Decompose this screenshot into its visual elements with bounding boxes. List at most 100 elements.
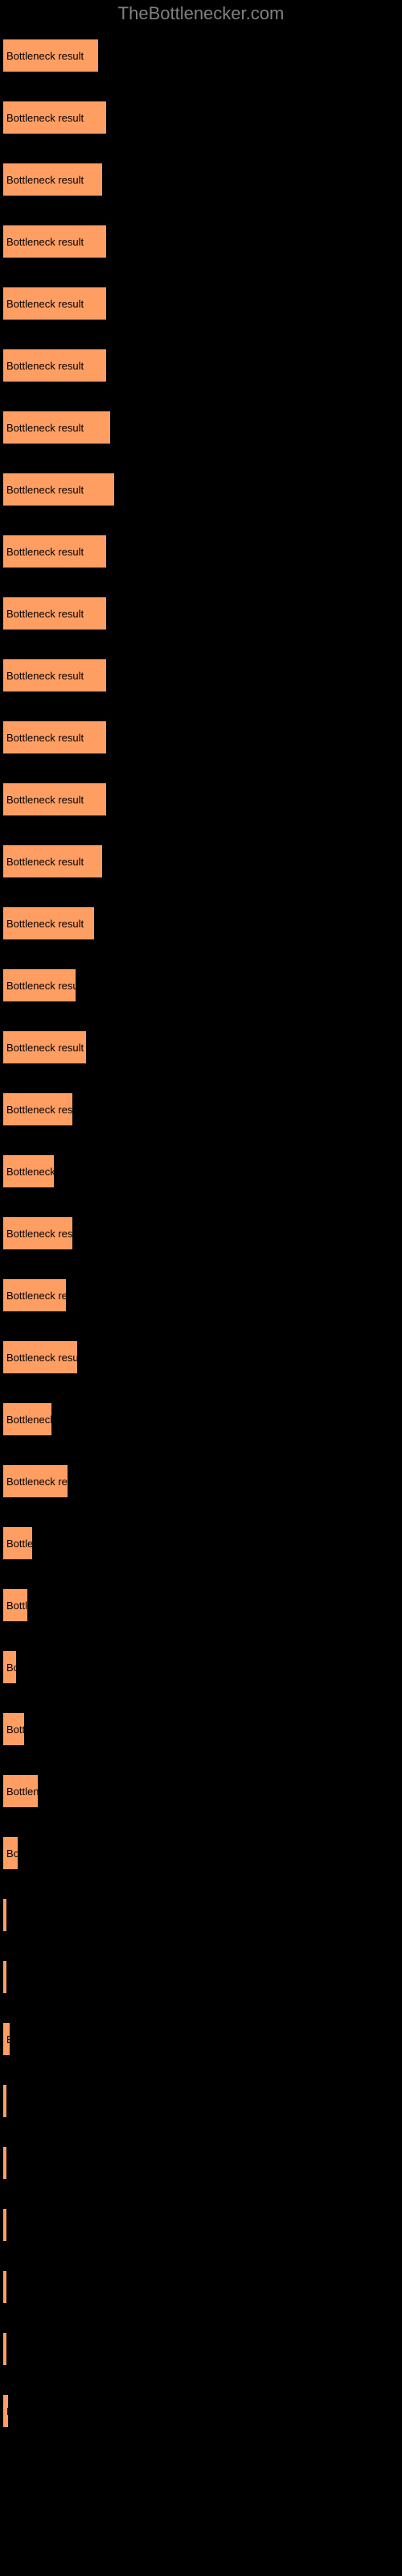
- bar: Bottlen: [2, 1774, 39, 1808]
- bar-label: Bottleneck res: [6, 1104, 72, 1116]
- bar: Bottleneck result: [2, 287, 107, 320]
- bar: [2, 1898, 7, 1932]
- bar: Bottleneck res: [2, 1216, 73, 1250]
- bar: Bottleneck result: [2, 349, 107, 382]
- bar-row: [2, 2270, 402, 2304]
- bar-row: Bottleneck res: [2, 1092, 402, 1126]
- bar: Bottleneck: [2, 1402, 52, 1436]
- bar-label: Bottleneck: [6, 1166, 55, 1178]
- bar-label: Bottleneck re: [6, 1290, 67, 1302]
- bar-row: Bottleneck result: [2, 782, 402, 816]
- bar-row: Bottleneck result: [2, 535, 402, 568]
- bar: [2, 2146, 7, 2180]
- bar-label: Bottleneck result: [6, 50, 84, 62]
- bar: B: [2, 2022, 10, 2056]
- bar-row: [2, 2084, 402, 2118]
- bar: Bottleneck resu: [2, 968, 76, 1002]
- bar-row: Bottleneck result: [2, 411, 402, 444]
- bar-label: Bottle: [6, 1538, 33, 1550]
- bar-row: Bottleneck result: [2, 597, 402, 630]
- bar-label: Bottleneck resu: [6, 980, 76, 992]
- bar-row: [2, 1960, 402, 1994]
- bar-row: Bottleneck result: [2, 287, 402, 320]
- bar: Bottleneck re: [2, 1278, 67, 1312]
- bar: Bottleneck res: [2, 1092, 73, 1126]
- bar-label: Bottleneck result: [6, 670, 84, 682]
- bar-label: Bo: [6, 1662, 17, 1674]
- bar: Bottl: [2, 1588, 28, 1622]
- bar: Bottleneck resu: [2, 1340, 78, 1374]
- bar-row: B: [2, 2022, 402, 2056]
- bar-row: Bottl: [2, 1588, 402, 1622]
- bar-label: Bottleneck result: [6, 484, 84, 496]
- bar-row: B: [2, 2394, 402, 2428]
- bar: Bottleneck result: [2, 658, 107, 692]
- bar-label: Bottleneck result: [6, 236, 84, 248]
- bar-row: Bottleneck: [2, 1154, 402, 1188]
- bar: Bottleneck result: [2, 782, 107, 816]
- bar-row: Bo: [2, 1836, 402, 1870]
- bar-label: Bottleneck result: [6, 422, 84, 434]
- bar-label: Bottlen: [6, 1785, 39, 1798]
- bar: Bo: [2, 1836, 18, 1870]
- bar: Bottleneck result: [2, 39, 99, 72]
- bar-row: Bottleneck result: [2, 844, 402, 878]
- bar: [2, 2332, 7, 2366]
- bar-row: [2, 2332, 402, 2366]
- bar: Bo: [2, 1650, 17, 1684]
- bar: Bottleneck result: [2, 597, 107, 630]
- bottleneck-chart: Bottleneck result Bottleneck result Bottle…: [0, 39, 402, 2428]
- bar-row: [2, 1898, 402, 1932]
- bar-row: Bottlen: [2, 1774, 402, 1808]
- bar-label: Bo: [6, 1847, 18, 1860]
- bar: Bottleneck result: [2, 844, 103, 878]
- site-title: TheBottlenecker.com: [118, 3, 285, 23]
- bar-label: Bottleneck result: [6, 732, 84, 744]
- bar: Bottleneck re: [2, 1464, 68, 1498]
- bar: Bottleneck result: [2, 906, 95, 940]
- bar-row: Bottleneck result: [2, 349, 402, 382]
- bar: [2, 2270, 7, 2304]
- bar: Bottleneck result: [2, 1030, 87, 1064]
- bar-label: Bottleneck result: [6, 174, 84, 186]
- bar-row: Bottleneck res: [2, 1216, 402, 1250]
- bar-row: [2, 2146, 402, 2180]
- bar-label: Bottleneck result: [6, 918, 84, 930]
- bar-label: Bottl: [6, 1600, 27, 1612]
- bar: Bottleneck result: [2, 720, 107, 754]
- bar-label: Bottleneck result: [6, 608, 84, 620]
- bar: Bottleneck result: [2, 535, 107, 568]
- bar-row: Bottleneck result: [2, 906, 402, 940]
- bar: Bottleneck result: [2, 473, 115, 506]
- bar-row: Bottleneck result: [2, 225, 402, 258]
- bar-label: Bottleneck resu: [6, 1352, 78, 1364]
- bar-row: Bottleneck result: [2, 658, 402, 692]
- bar-row: Bottleneck resu: [2, 968, 402, 1002]
- bar: Bottleneck: [2, 1154, 55, 1188]
- bar-label: Bottleneck res: [6, 1228, 72, 1240]
- bar-label: Bottleneck result: [6, 360, 84, 372]
- bar-row: Bottle: [2, 1526, 402, 1560]
- bar-label: Bottleneck result: [6, 298, 84, 310]
- bar: Bottleneck result: [2, 101, 107, 134]
- bar-row: Bottleneck result: [2, 39, 402, 72]
- bar: Bott: [2, 1712, 25, 1746]
- bar-row: [2, 2208, 402, 2242]
- bar-row: Bottleneck result: [2, 720, 402, 754]
- bar-row: Bottleneck re: [2, 1278, 402, 1312]
- bar-label: Bottleneck result: [6, 112, 84, 124]
- bar-label: Bottleneck result: [6, 1042, 84, 1054]
- bar-label: Bott: [6, 1724, 25, 1736]
- bar-label: Bottleneck result: [6, 546, 84, 558]
- bar: B: [2, 2394, 9, 2428]
- header: TheBottlenecker.com: [0, 3, 402, 24]
- bar-row: Bottleneck: [2, 1402, 402, 1436]
- bar-row: Bott: [2, 1712, 402, 1746]
- bar-label: Bottleneck result: [6, 856, 84, 868]
- bar-row: Bo: [2, 1650, 402, 1684]
- bar-label: B: [6, 2033, 10, 2046]
- bar-label: B: [6, 2405, 9, 2417]
- bar-row: Bottleneck result: [2, 163, 402, 196]
- bar-row: Bottleneck resu: [2, 1340, 402, 1374]
- bar: Bottleneck result: [2, 163, 103, 196]
